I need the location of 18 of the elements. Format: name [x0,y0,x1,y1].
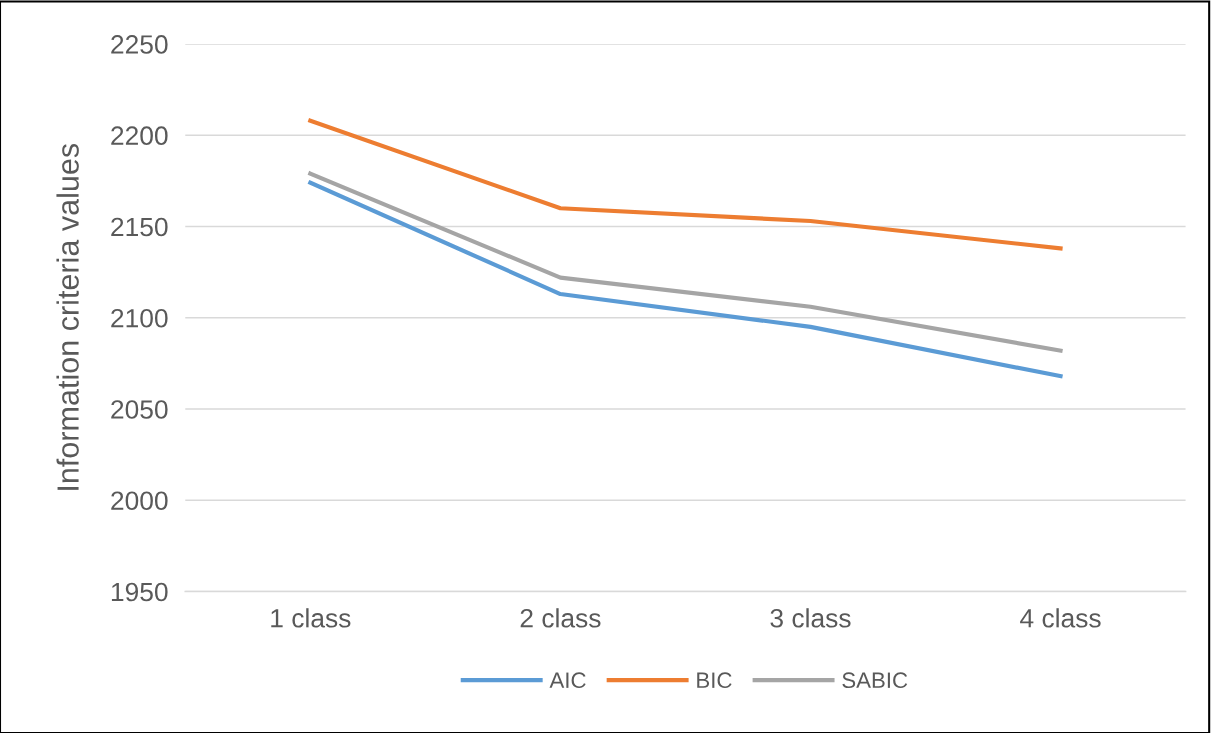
y-tick-label: 2200 [111,126,168,146]
x-tick-label: 4 class [1020,608,1101,628]
line-series [308,180,1063,379]
line-series [308,118,1063,251]
x-tick-label: 1 class [271,608,351,628]
y-tick-label: 2100 [111,308,168,328]
line-series [308,171,1063,353]
x-tick-label: 3 class [770,608,851,628]
y-axis-title: Information criteria values [56,143,79,490]
y-tick-label: 2050 [111,400,168,419]
y-tick-label: 1950 [111,582,168,602]
legend-label: BIC [697,672,732,689]
y-tick-label: 2000 [111,491,168,511]
y-tick-label: 2150 [111,217,168,237]
legend-label: SABIC [842,672,908,689]
y-tick-label: 2250 [111,35,168,54]
x-tick-label: 2 class [520,608,601,628]
legend-label: AIC [549,672,586,689]
